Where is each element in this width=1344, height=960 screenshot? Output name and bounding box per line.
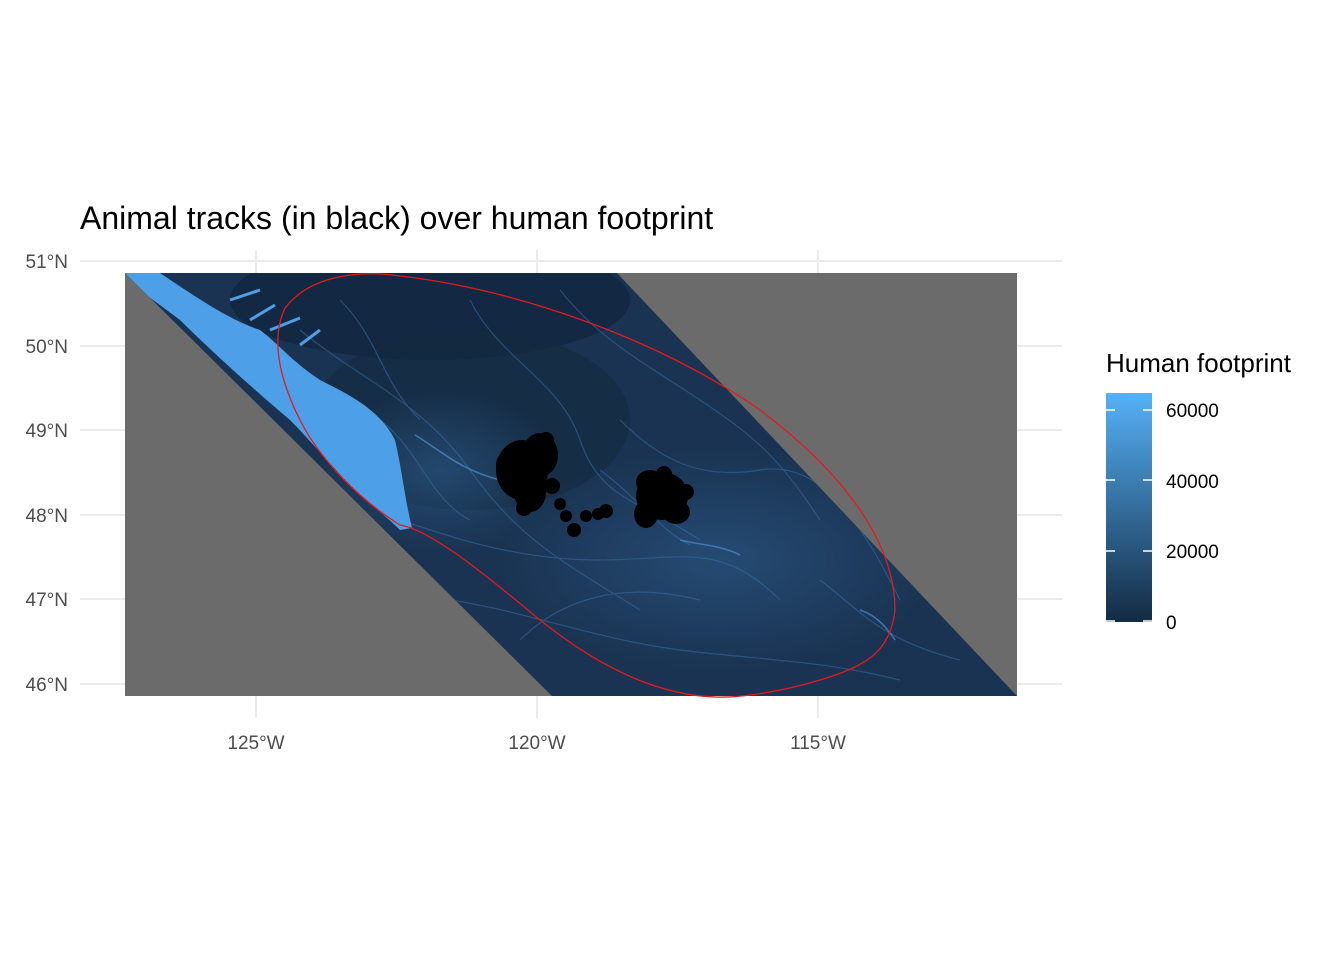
legend-tick-label: 60000	[1166, 401, 1219, 422]
lon-tick-label: 115°W	[790, 733, 846, 754]
track-cluster-east	[634, 466, 694, 528]
legend-colorbar	[1106, 393, 1152, 622]
lon-tick-label: 125°W	[227, 733, 284, 754]
legend: 0 20000 40000 60000	[1106, 393, 1219, 634]
map-title: Animal tracks (in black) over human foot…	[80, 200, 714, 236]
legend-tick-label: 0	[1166, 613, 1177, 634]
legend-tick-label: 20000	[1166, 542, 1219, 563]
lat-tick-label: 51°N	[26, 252, 68, 273]
animal-tracks	[496, 432, 694, 537]
track-cluster-west	[496, 432, 613, 537]
lat-tick-label: 47°N	[26, 590, 68, 611]
lat-tick-label: 48°N	[26, 506, 68, 527]
lon-axis: 125°W 120°W 115°W	[227, 733, 846, 754]
home-range-contour	[277, 273, 896, 698]
lat-axis: 51°N 50°N 49°N 48°N 47°N 46°N	[26, 252, 68, 696]
lat-tick-label: 46°N	[26, 675, 68, 696]
lat-tick-label: 50°N	[26, 337, 68, 358]
lat-tick-label: 49°N	[26, 421, 68, 442]
legend-title: Human footprint	[1106, 348, 1291, 378]
legend-tick-label: 40000	[1166, 472, 1219, 493]
lon-tick-label: 120°W	[508, 733, 565, 754]
